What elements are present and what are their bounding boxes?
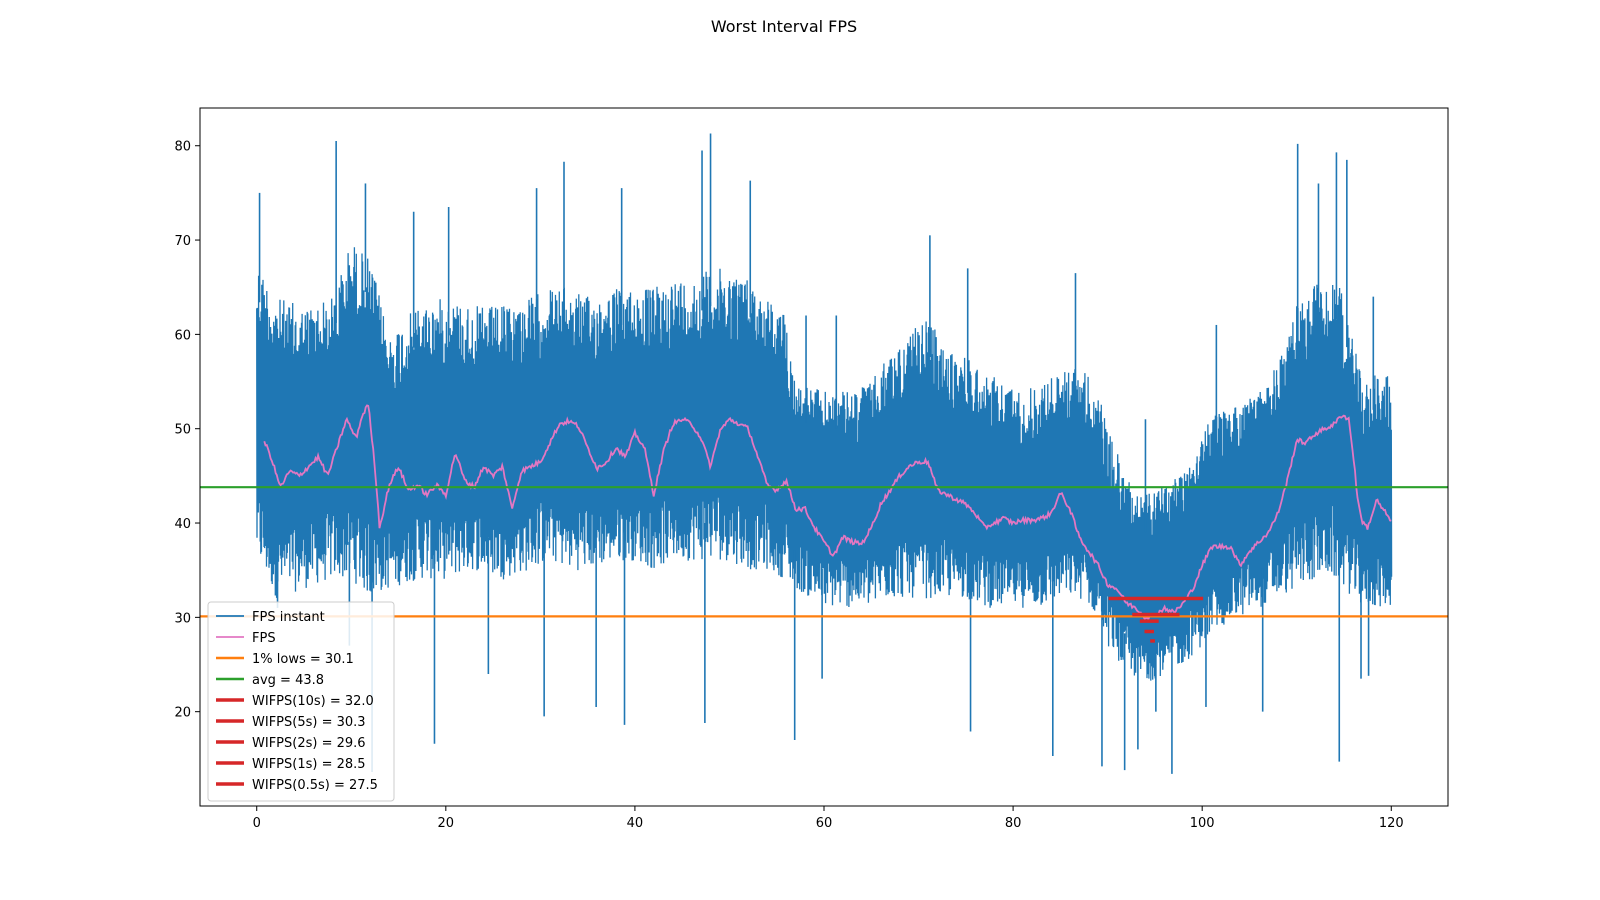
legend-label: WIFPS(10s) = 32.0	[252, 694, 374, 709]
legend-box	[207, 601, 395, 802]
legend-label: WIFPS(2s) = 29.6	[252, 736, 366, 751]
y-tick-label: 80	[174, 140, 191, 155]
y-tick-label: 60	[174, 328, 191, 343]
series-fps-instant-band	[256, 247, 1393, 681]
legend-label: FPS	[252, 631, 276, 646]
y-axis: 20 30 40 50 60 70 80	[174, 140, 200, 721]
legend-label: WIFPS(5s) = 30.3	[252, 715, 366, 730]
legend-label: FPS instant	[252, 610, 325, 625]
y-tick-label: 30	[174, 611, 191, 626]
legend: FPS instant FPS 1% lows = 30.1 avg = 43.8 WI…	[207, 601, 395, 802]
y-tick-label: 40	[174, 517, 191, 532]
x-tick-label: 80	[1005, 816, 1022, 831]
legend-label: 1% lows = 30.1	[252, 652, 354, 667]
x-tick-label: 0	[253, 816, 261, 831]
y-tick-label: 70	[174, 234, 191, 249]
x-tick-label: 100	[1190, 816, 1215, 831]
x-tick-label: 20	[438, 816, 455, 831]
legend-label: WIFPS(1s) = 28.5	[252, 757, 366, 772]
y-tick-label: 20	[174, 706, 191, 721]
x-axis: 0 20 40 60 80 100 120	[253, 806, 1404, 831]
x-tick-label: 40	[627, 816, 644, 831]
chart-title: Worst Interval FPS	[711, 17, 857, 36]
x-tick-label: 60	[816, 816, 833, 831]
plot-area	[200, 133, 1448, 774]
x-tick-label: 120	[1379, 816, 1404, 831]
legend-label: WIFPS(0.5s) = 27.5	[252, 778, 378, 793]
legend-label: avg = 43.8	[252, 673, 324, 688]
series-fps-line	[263, 404, 1392, 621]
y-tick-label: 50	[174, 423, 191, 438]
